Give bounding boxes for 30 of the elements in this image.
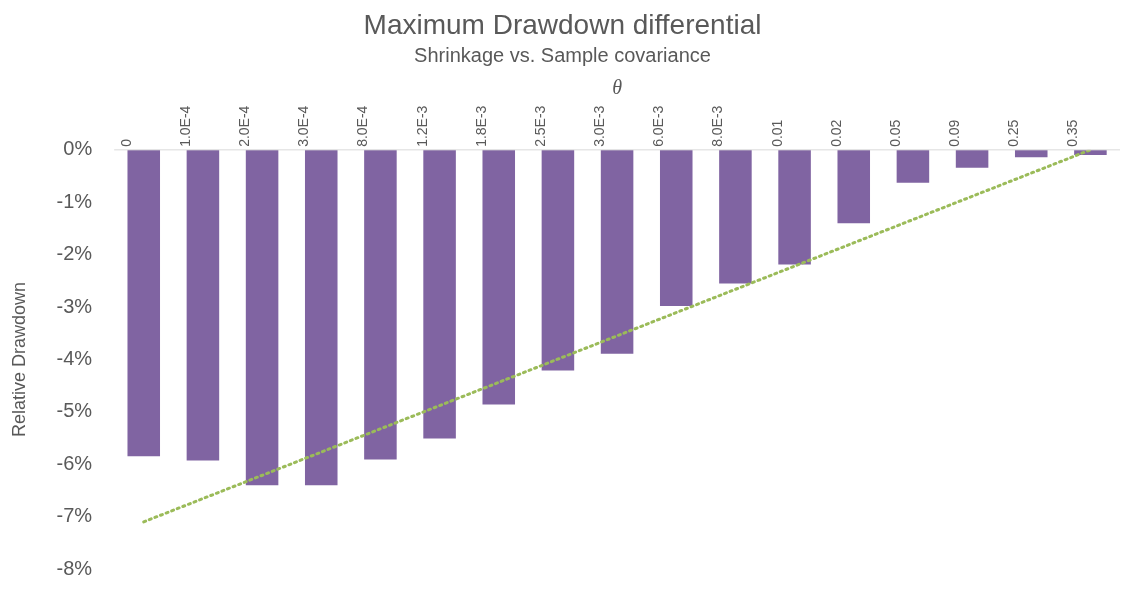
x-tick-label: 8.0E-3 (709, 105, 726, 147)
chart-title: Maximum Drawdown differential (363, 8, 762, 40)
x-tick-label: 0.05 (886, 119, 903, 147)
x-tick-label: 6.0E-3 (650, 105, 667, 147)
y-tick-label: -5% (56, 399, 93, 422)
chart-subtitle: Shrinkage vs. Sample covariance (414, 44, 711, 67)
x-tick-label: 0.09 (946, 119, 963, 147)
x-tick-label: 1.0E-4 (176, 105, 193, 147)
x-tick-label: 0 (117, 138, 134, 147)
x-tick-label: 1.8E-3 (472, 105, 489, 147)
y-tick-label: -8% (56, 556, 93, 579)
x-tick-label: 8.0E-4 (354, 105, 371, 147)
y-tick-label: -7% (56, 504, 93, 527)
x-tick-label: 0.01 (768, 119, 785, 147)
x-tick-label: 0.35 (1064, 119, 1081, 147)
y-tick-label: -4% (56, 346, 93, 369)
x-tick-label: 3.0E-4 (295, 105, 312, 147)
x-tick-label: 3.0E-3 (591, 105, 608, 147)
y-tick-label: -2% (56, 242, 93, 265)
y-axis-title: Relative Drawdown (8, 281, 29, 437)
x-tick-label: 2.5E-3 (531, 105, 548, 147)
y-tick-label: 0% (63, 137, 93, 160)
x-tick-label: 2.0E-4 (236, 105, 253, 147)
x-tick-label: 0.25 (1005, 119, 1022, 147)
y-tick-label: -3% (56, 294, 93, 317)
x-tick-label: 0.02 (827, 119, 844, 147)
y-tick-label: -6% (56, 451, 93, 474)
y-tick-label: -1% (56, 189, 93, 212)
x-axis-title: θ (612, 75, 623, 98)
x-tick-label: 1.2E-3 (413, 105, 430, 147)
